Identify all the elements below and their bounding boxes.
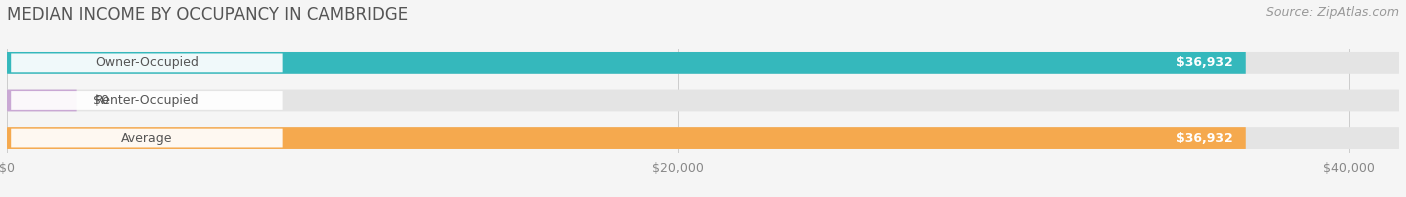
FancyBboxPatch shape — [7, 127, 1399, 149]
FancyBboxPatch shape — [11, 91, 283, 110]
Text: Renter-Occupied: Renter-Occupied — [94, 94, 200, 107]
Text: MEDIAN INCOME BY OCCUPANCY IN CAMBRIDGE: MEDIAN INCOME BY OCCUPANCY IN CAMBRIDGE — [7, 6, 408, 24]
Text: Source: ZipAtlas.com: Source: ZipAtlas.com — [1265, 6, 1399, 19]
FancyBboxPatch shape — [7, 127, 1246, 149]
FancyBboxPatch shape — [7, 52, 1246, 74]
FancyBboxPatch shape — [11, 54, 283, 72]
FancyBboxPatch shape — [7, 52, 1399, 74]
FancyBboxPatch shape — [11, 129, 283, 147]
FancyBboxPatch shape — [7, 90, 1399, 111]
Text: $36,932: $36,932 — [1175, 132, 1232, 145]
Text: $36,932: $36,932 — [1175, 56, 1232, 69]
Text: Average: Average — [121, 132, 173, 145]
FancyBboxPatch shape — [7, 90, 77, 111]
Text: Owner-Occupied: Owner-Occupied — [96, 56, 198, 69]
Text: $0: $0 — [93, 94, 110, 107]
